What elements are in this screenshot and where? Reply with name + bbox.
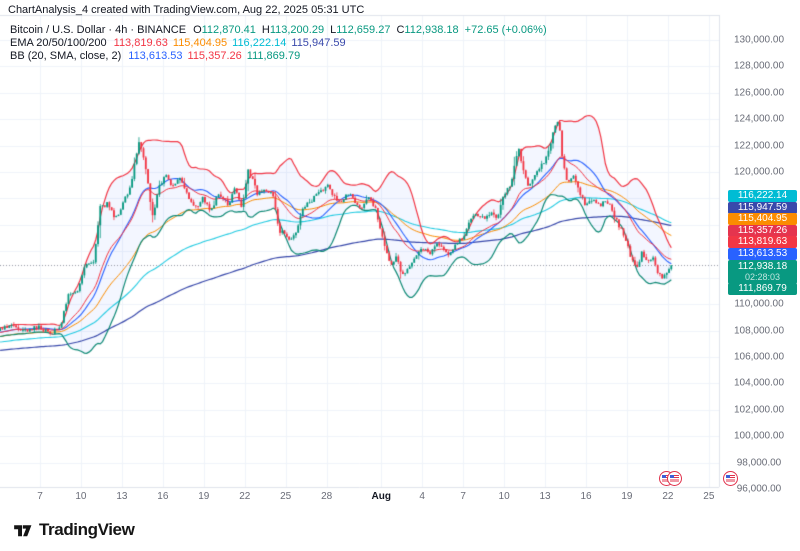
bb-value: 111,869.79 [246, 50, 301, 62]
bb-indicator-label[interactable]: BB (20, SMA, close, 2) [10, 50, 122, 62]
bb-value: 115,357.26 [187, 50, 242, 62]
tradingview-attribution[interactable]: TradingView [11, 520, 135, 540]
price-axis-label: 108,000.00 [733, 325, 785, 337]
ohlc-pair: L112,659.27 [330, 24, 390, 36]
change-value: +72.65 (+0.06%) [464, 24, 547, 36]
us-flag-icon [669, 474, 679, 482]
time-axis-label: 22 [239, 491, 251, 502]
tradingview-logo-icon [14, 525, 32, 537]
ema-indicator-label[interactable]: EMA 20/50/100/200 [10, 37, 107, 49]
price-axis-label: 124,000.00 [733, 113, 785, 125]
bb-basis-badge: 113,613.53 [728, 247, 797, 260]
economic-event-us-flag-icon[interactable] [722, 470, 738, 486]
ohlc-letter: O [193, 24, 202, 36]
time-axis-label: 25 [703, 491, 715, 502]
price-axis-label: 98,000.00 [736, 457, 782, 469]
price-axis-label: 128,000.00 [733, 60, 785, 72]
ohlc-pair: C112,938.18 [396, 24, 458, 36]
time-axis-label: 22 [662, 491, 674, 502]
time-axis-label: Aug [371, 491, 391, 502]
ema-value: 115,404.95 [172, 37, 228, 49]
bar-countdown: 02:28:03 [744, 271, 781, 282]
time-axis-label: 13 [116, 491, 128, 502]
ema200-badge: 115,947.59 [728, 201, 797, 214]
time-axis-label: 19 [198, 491, 210, 502]
price-axis-label: 120,000.00 [733, 166, 785, 178]
ohlc-value: 112,659.27 [336, 24, 391, 36]
price-axis-label: 130,000.00 [733, 34, 785, 46]
price-axis-label: 96,000.00 [736, 483, 782, 495]
ohlc-value: 113,200.29 [269, 24, 325, 36]
us-flag-icon [661, 474, 671, 482]
bb-upper-badge: 115,357.26 [728, 224, 797, 237]
ema-values: 113,819.63 115,404.95 116,222.14 115,947.59 [114, 37, 351, 50]
economic-event-us-flag-icon[interactable] [666, 470, 682, 486]
time-axis-label: 7 [460, 491, 466, 502]
price-axis-label: 102,000.00 [733, 404, 785, 416]
legend-bb-row[interactable]: BB (20, SMA, close, 2) 113,613.53 115,357… [10, 50, 547, 63]
ohlc-letter: L [330, 24, 337, 36]
price-axis-label: 122,000.00 [733, 140, 785, 152]
us-flag-icon [725, 474, 735, 482]
ema-value: 115,947.59 [291, 37, 346, 49]
ohlc-letter: C [396, 24, 405, 36]
time-axis-label: 7 [37, 491, 43, 502]
price-axis-label: 104,000.00 [733, 377, 785, 389]
time-axis-label: 4 [419, 491, 425, 502]
ema20-badge: 113,819.63 [728, 236, 797, 248]
ohlc-pair: O112,870.41 [193, 24, 256, 36]
time-axis-label: 25 [280, 491, 292, 502]
ohlc-value: 112,938.18 [404, 24, 459, 36]
legend: Bitcoin / U.S. Dollar · 4h · BINANCE O11… [10, 24, 547, 63]
time-axis-label: 10 [75, 491, 87, 502]
ema-value: 113,819.63 [113, 37, 168, 49]
time-axis-label: 16 [157, 491, 169, 502]
legend-symbol-row[interactable]: Bitcoin / U.S. Dollar · 4h · BINANCE O11… [10, 24, 547, 37]
time-axis-label: 16 [580, 491, 592, 502]
ema-value: 116,222.14 [232, 37, 287, 49]
time-axis-label: 10 [498, 491, 510, 502]
chart-title: ChartAnalysis_4 created with TradingView… [8, 4, 365, 16]
ema100-badge: 116,222.14 [728, 190, 797, 202]
legend-ema-row[interactable]: EMA 20/50/100/200 113,819.63 115,404.95 11… [10, 37, 547, 50]
ohlc-values: O112,870.41 H113,200.29 L112,659.27 C112,93… [193, 24, 465, 37]
bb-value: 113,613.53 [128, 50, 183, 62]
ohlc-pair: H113,200.29 [262, 24, 324, 36]
price-axis-label: 110,000.00 [734, 298, 784, 310]
price-axis-label: 106,000.00 [733, 351, 785, 363]
ohlc-letter: H [261, 24, 270, 36]
bb-values: 113,613.53 115,357.26 111,869.79 [128, 50, 305, 63]
price-axis-label: 126,000.00 [733, 87, 785, 99]
symbol-description[interactable]: Bitcoin / U.S. Dollar · 4h · BINANCE [10, 24, 187, 36]
time-axis-label: 19 [621, 491, 633, 502]
bb-lower-badge: 111,869.79 [728, 283, 797, 295]
ema50-badge: 115,404.95 [728, 213, 797, 225]
time-axis-label: 13 [539, 491, 551, 502]
price-axis-label: 100,000.00 [733, 430, 785, 442]
current-price-value: 112,938.18 [737, 260, 788, 272]
ohlc-value: 112,870.41 [201, 24, 256, 36]
tradingview-brand-text: TradingView [39, 520, 135, 539]
current-price-badge: 112,938.18 02:28:03 [728, 259, 797, 284]
time-axis-label: 28 [321, 491, 333, 502]
